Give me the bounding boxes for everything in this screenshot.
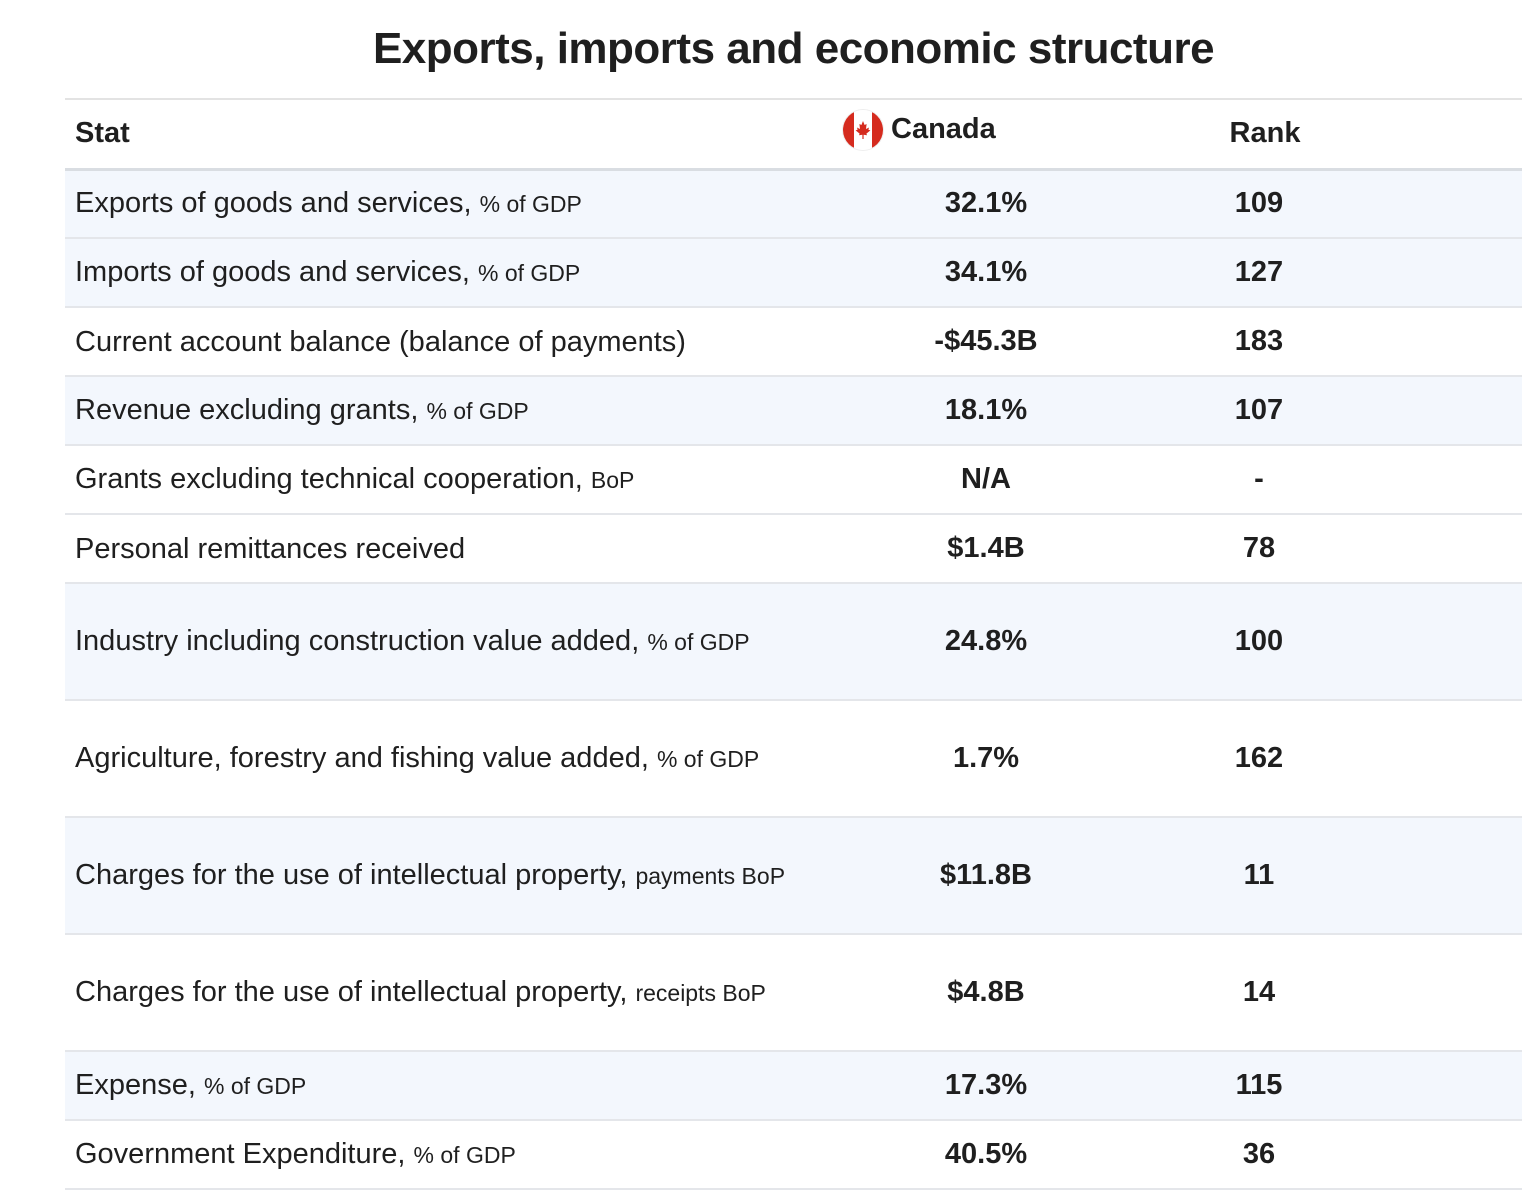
value-cell: $4.8B bbox=[845, 934, 1110, 1051]
stat-unit: receipts BoP bbox=[635, 980, 766, 1006]
rank-cell: 107 bbox=[1234, 394, 1284, 426]
stat-label: Industry including construction value ad… bbox=[75, 625, 632, 657]
stat-value: 18.1% bbox=[944, 394, 1028, 426]
stat-cell: Exports of goods and services, % of GDP bbox=[75, 187, 582, 220]
stat-cell: Revenue excluding grants, % of GDP bbox=[75, 394, 529, 426]
value-cell: 1.7% bbox=[845, 700, 1110, 817]
stat-label: Charges for the use of intellectual prop… bbox=[75, 859, 620, 891]
value-cell: $11.8B bbox=[845, 817, 1110, 934]
country-name: Canada bbox=[891, 113, 996, 146]
value-cell: 17.3% bbox=[845, 1051, 1110, 1120]
table-row: Grants excluding technical cooperation, … bbox=[65, 445, 1522, 514]
stat-cell: Agriculture, forestry and fishing value … bbox=[75, 742, 760, 774]
value-cell: 24.8% bbox=[845, 583, 1110, 700]
stat-value: $4.8B bbox=[947, 976, 1025, 1008]
rank-cell: 78 bbox=[1242, 532, 1276, 564]
rank-cell: 183 bbox=[1234, 325, 1284, 357]
table-row: Charges for the use of intellectual prop… bbox=[65, 934, 1522, 1051]
column-header-stat[interactable]: Stat bbox=[75, 117, 130, 150]
stat-label: Imports of goods and services bbox=[75, 256, 462, 288]
stat-unit: % of GDP bbox=[203, 1073, 307, 1099]
value-cell: 32.1% bbox=[845, 169, 1110, 238]
page-title: Exports, imports and economic structure bbox=[372, 24, 1215, 73]
stat-unit: % of GDP bbox=[413, 1142, 516, 1168]
value-cell: 34.1% bbox=[845, 238, 1110, 307]
value-cell: N/A bbox=[845, 445, 1110, 514]
stat-label: Expense bbox=[75, 1069, 188, 1101]
table-row: Personal remittances received $1.4B 78 bbox=[65, 514, 1522, 583]
stat-value: $1.4B bbox=[947, 532, 1025, 564]
stat-label: Revenue excluding grants bbox=[75, 394, 411, 426]
stat-value: 32.1% bbox=[944, 187, 1028, 220]
stat-cell: Charges for the use of intellectual prop… bbox=[75, 859, 786, 891]
column-header-rank[interactable]: Rank bbox=[1229, 117, 1301, 150]
stat-label: Charges for the use of intellectual prop… bbox=[75, 976, 620, 1008]
stat-label: Government Expenditure bbox=[75, 1138, 398, 1170]
stat-value: 40.5% bbox=[944, 1138, 1028, 1170]
value-cell: 40.5% bbox=[845, 1120, 1110, 1189]
stat-label: Exports of goods and services bbox=[75, 187, 464, 220]
stat-cell: Government Expenditure, % of GDP bbox=[75, 1138, 516, 1170]
table-row: Charges for the use of intellectual prop… bbox=[65, 817, 1522, 934]
stat-value: 1.7% bbox=[952, 742, 1020, 774]
table-row: Exports of goods and services, % of GDP 3… bbox=[65, 169, 1522, 238]
stat-value: 24.8% bbox=[944, 625, 1028, 657]
rank-cell: 11 bbox=[1243, 859, 1275, 891]
stat-label: Agriculture, forestry and fishing value … bbox=[75, 742, 641, 774]
stat-label: Current account balance (balance of paym… bbox=[75, 325, 686, 358]
rank-cell: 36 bbox=[1242, 1138, 1276, 1170]
stat-cell: Current account balance (balance of paym… bbox=[65, 307, 845, 376]
stat-label: Grants excluding technical cooperation bbox=[75, 463, 575, 495]
stats-table: Stat Canada Rank Exports of goods bbox=[65, 98, 1522, 1190]
rank-cell: 127 bbox=[1234, 256, 1284, 288]
rank-cell: 162 bbox=[1234, 742, 1284, 774]
stat-value: $11.8B bbox=[940, 859, 1032, 891]
stat-unit: % of GDP bbox=[647, 629, 750, 655]
table-row: Industry including construction value ad… bbox=[65, 583, 1522, 700]
table-row: Expense, % of GDP 17.3% 115 bbox=[65, 1051, 1522, 1120]
stat-unit: % of GDP bbox=[656, 746, 760, 772]
rank-cell: 115 bbox=[1235, 1069, 1283, 1101]
stat-cell: Personal remittances received bbox=[65, 514, 845, 583]
table-row: Revenue excluding grants, % of GDP 18.1% 1… bbox=[65, 376, 1522, 445]
rank-cell: 109 bbox=[1234, 187, 1284, 220]
stat-unit: % of GDP bbox=[477, 260, 581, 286]
stat-value: N/A bbox=[961, 463, 1011, 495]
table-row: Imports of goods and services, % of GDP 3… bbox=[65, 238, 1522, 307]
table-row: Current account balance (balance of paym… bbox=[65, 307, 1522, 376]
stat-value: 34.1% bbox=[944, 256, 1028, 288]
stat-value: 17.3% bbox=[944, 1069, 1028, 1101]
table-row: Agriculture, forestry and fishing value … bbox=[65, 700, 1522, 817]
stat-cell: Expense, % of GDP bbox=[75, 1069, 307, 1101]
stat-unit: BoP bbox=[590, 467, 635, 493]
rank-cell: 100 bbox=[1234, 625, 1284, 657]
stat-cell: Imports of goods and services, % of GDP bbox=[75, 256, 581, 288]
stat-unit: payments BoP bbox=[635, 863, 786, 889]
stat-cell: Grants excluding technical cooperation, … bbox=[75, 463, 635, 495]
value-cell: 18.1% bbox=[845, 376, 1110, 445]
stat-value: -$45.3B bbox=[934, 325, 1038, 357]
rank-cell: - bbox=[1254, 463, 1264, 495]
stat-unit: % of GDP bbox=[479, 191, 582, 218]
value-cell: -$45.3B bbox=[845, 307, 1110, 376]
column-header-country[interactable]: Canada bbox=[843, 99, 1110, 169]
value-cell: $1.4B bbox=[845, 514, 1110, 583]
canada-flag-icon bbox=[843, 109, 883, 150]
stat-cell: Charges for the use of intellectual prop… bbox=[75, 976, 766, 1008]
table-header-row: Stat Canada Rank bbox=[65, 99, 1522, 169]
stat-label: Personal remittances received bbox=[75, 532, 466, 565]
rank-cell: 14 bbox=[1242, 976, 1276, 1008]
stat-cell: Industry including construction value ad… bbox=[75, 625, 750, 657]
table-row: Government Expenditure, % of GDP 40.5% 36 bbox=[65, 1120, 1522, 1189]
stat-unit: % of GDP bbox=[426, 398, 529, 424]
